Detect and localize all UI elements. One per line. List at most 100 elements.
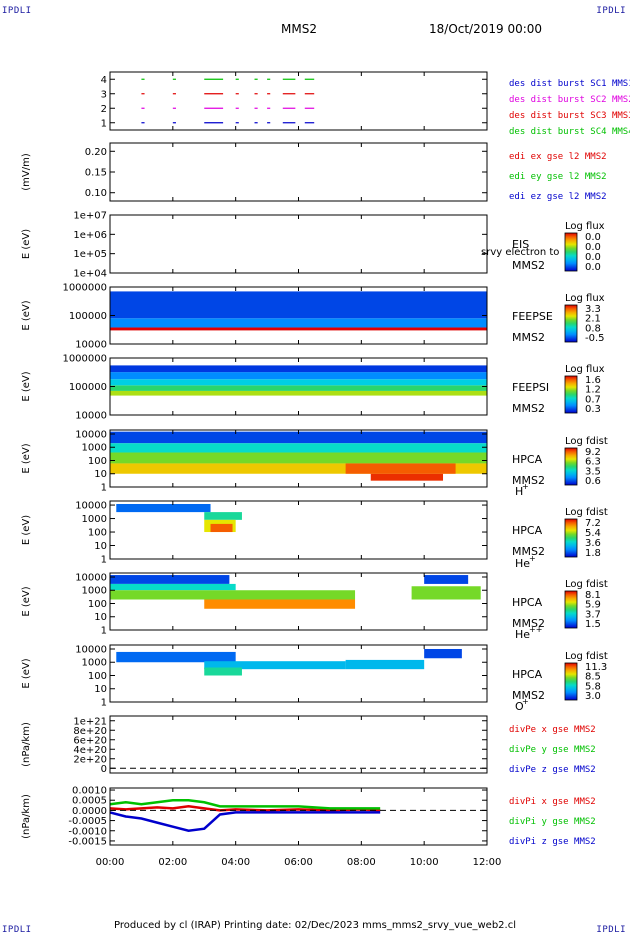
legend-entry: des dist burst SC3 MMS3 <box>509 111 630 121</box>
spectrogram-band <box>110 590 356 600</box>
legend-entry: divPe z gse MMS2 <box>509 765 596 775</box>
colorbar-tick-label: 11.3 <box>585 662 607 673</box>
panel-frame <box>109 71 488 131</box>
y-tick-label: 100 <box>88 599 107 610</box>
y-tick-label: 8e+20 <box>73 726 107 737</box>
instrument-label: HPCA <box>512 453 543 466</box>
spectrogram-band <box>424 575 469 584</box>
y-tick-label: -0.0015 <box>68 836 107 847</box>
species-label: He <box>515 628 530 641</box>
x-tick-label: 04:00 <box>221 857 250 868</box>
spectrogram-band <box>204 667 242 676</box>
x-tick-label: 10:00 <box>410 857 439 868</box>
spectrogram-band <box>345 463 456 474</box>
y-axis-label: (nPa/km) <box>21 794 32 839</box>
y-tick-label: 3 <box>101 89 107 100</box>
instrument-label: HPCA <box>512 596 543 609</box>
y-tick-label: -0.0010 <box>68 826 107 837</box>
y-axis-label: E (eV) <box>21 586 32 616</box>
colorbar-label: Log fdist <box>565 507 608 518</box>
species-label: O <box>515 700 524 713</box>
colorbar-tick-label: 0.0 <box>585 252 601 263</box>
legend-entry: edi ex gse l2 MMS2 <box>509 152 607 162</box>
colorbar-tick-label: 0.0 <box>585 232 601 243</box>
y-tick-label: 100 <box>88 528 107 539</box>
spectrogram-band <box>110 291 487 319</box>
legend-entry: divPi z gse MMS2 <box>509 837 596 847</box>
spacecraft-label: MMS2 <box>512 331 545 344</box>
y-tick-label: 1000 <box>82 443 107 454</box>
y-tick-label: 1e+21 <box>73 716 107 727</box>
series-line <box>109 811 381 833</box>
x-tick-label: 08:00 <box>347 857 376 868</box>
y-tick-label: -0.0005 <box>68 816 107 827</box>
y-axis-label: (nPa/km) <box>21 722 32 767</box>
y-tick-label: 1e+04 <box>73 269 107 280</box>
corner-tag-bottom-right: IPDLI <box>596 925 626 935</box>
spectrogram-band <box>116 651 236 663</box>
spacecraft-label: MMS2 <box>512 259 545 272</box>
spectrogram-band <box>370 473 444 481</box>
y-tick-label: 10 <box>94 469 107 480</box>
colorbar-tick-label: 0.3 <box>585 404 601 415</box>
spectrogram-band <box>210 523 233 533</box>
spacecraft-label: MMS2 <box>512 545 545 558</box>
colorbar-tick-label: 1.6 <box>585 375 601 386</box>
colorbar-tick-label: 0.6 <box>585 476 601 487</box>
y-tick-label: 100 <box>88 671 107 682</box>
colorbar-tick-label: 1.2 <box>585 385 601 396</box>
y-tick-label: 1000 <box>82 658 107 669</box>
series-line <box>109 798 381 810</box>
colorbar <box>564 662 578 701</box>
spacecraft-label: MMS2 <box>512 617 545 630</box>
corner-tag-bottom-left: IPDLI <box>2 925 32 935</box>
colorbar <box>564 375 578 414</box>
spectrogram-band <box>110 431 487 444</box>
spectrogram-band <box>116 503 211 513</box>
y-tick-label: 10000 <box>75 501 107 512</box>
spectrogram-band <box>204 512 242 520</box>
spectrogram-band <box>110 463 487 474</box>
spectrogram-band <box>204 599 356 609</box>
spacecraft-label: MMS2 <box>512 474 545 487</box>
colorbar-tick-label: 2.1 <box>585 314 601 325</box>
spectrogram-band <box>345 659 425 670</box>
colorbar-tick-label: 3.0 <box>585 691 601 702</box>
colorbar-label: Log flux <box>565 221 605 232</box>
colorbar <box>564 590 578 629</box>
y-tick-label: 2e+20 <box>73 754 107 765</box>
legend-entry: edi ez gse l2 MMS2 <box>509 192 607 202</box>
spectrogram-band <box>204 661 346 670</box>
colorbar-tick-label: 0.8 <box>585 323 601 334</box>
y-tick-label: 1 <box>101 698 107 709</box>
colorbar-tick-label: 7.2 <box>585 518 601 529</box>
y-tick-label: 6e+20 <box>73 735 107 746</box>
y-axis-label: (mV/m) <box>21 153 32 191</box>
spectrogram-band <box>110 379 487 386</box>
y-tick-label: 4 <box>101 75 107 86</box>
colorbar-tick-label: 9.2 <box>585 447 601 458</box>
colorbar-label: Log fdist <box>565 436 608 447</box>
x-tick-label: 02:00 <box>158 857 187 868</box>
colorbar-tick-label: 8.1 <box>585 590 601 601</box>
footer-credits: Produced by cl (IRAP) Printing date: 02/… <box>114 920 516 931</box>
colorbar-tick-label: 1.5 <box>585 619 601 630</box>
species-label: He <box>515 557 530 570</box>
y-tick-label: 0.10 <box>85 188 107 199</box>
y-tick-label: 10 <box>94 612 107 623</box>
mission-title: MMS2 <box>281 22 317 36</box>
colorbar-tick-label: -0.5 <box>585 333 605 344</box>
panel-frame <box>109 715 488 774</box>
y-tick-label: 0.0010 <box>72 786 107 797</box>
legend-entry: des dist burst SC1 MMS1 <box>509 79 630 89</box>
y-tick-label: 10 <box>94 541 107 552</box>
y-tick-label: 0.15 <box>85 168 107 179</box>
colorbar-tick-label: 5.9 <box>585 600 601 611</box>
spectrogram-band <box>110 385 487 391</box>
colorbar-label: Log flux <box>565 293 605 304</box>
x-tick-label: 00:00 <box>96 857 125 868</box>
colorbar-tick-label: 8.5 <box>585 672 601 683</box>
y-tick-label: 10000 <box>75 572 107 583</box>
colorbar <box>564 304 578 343</box>
